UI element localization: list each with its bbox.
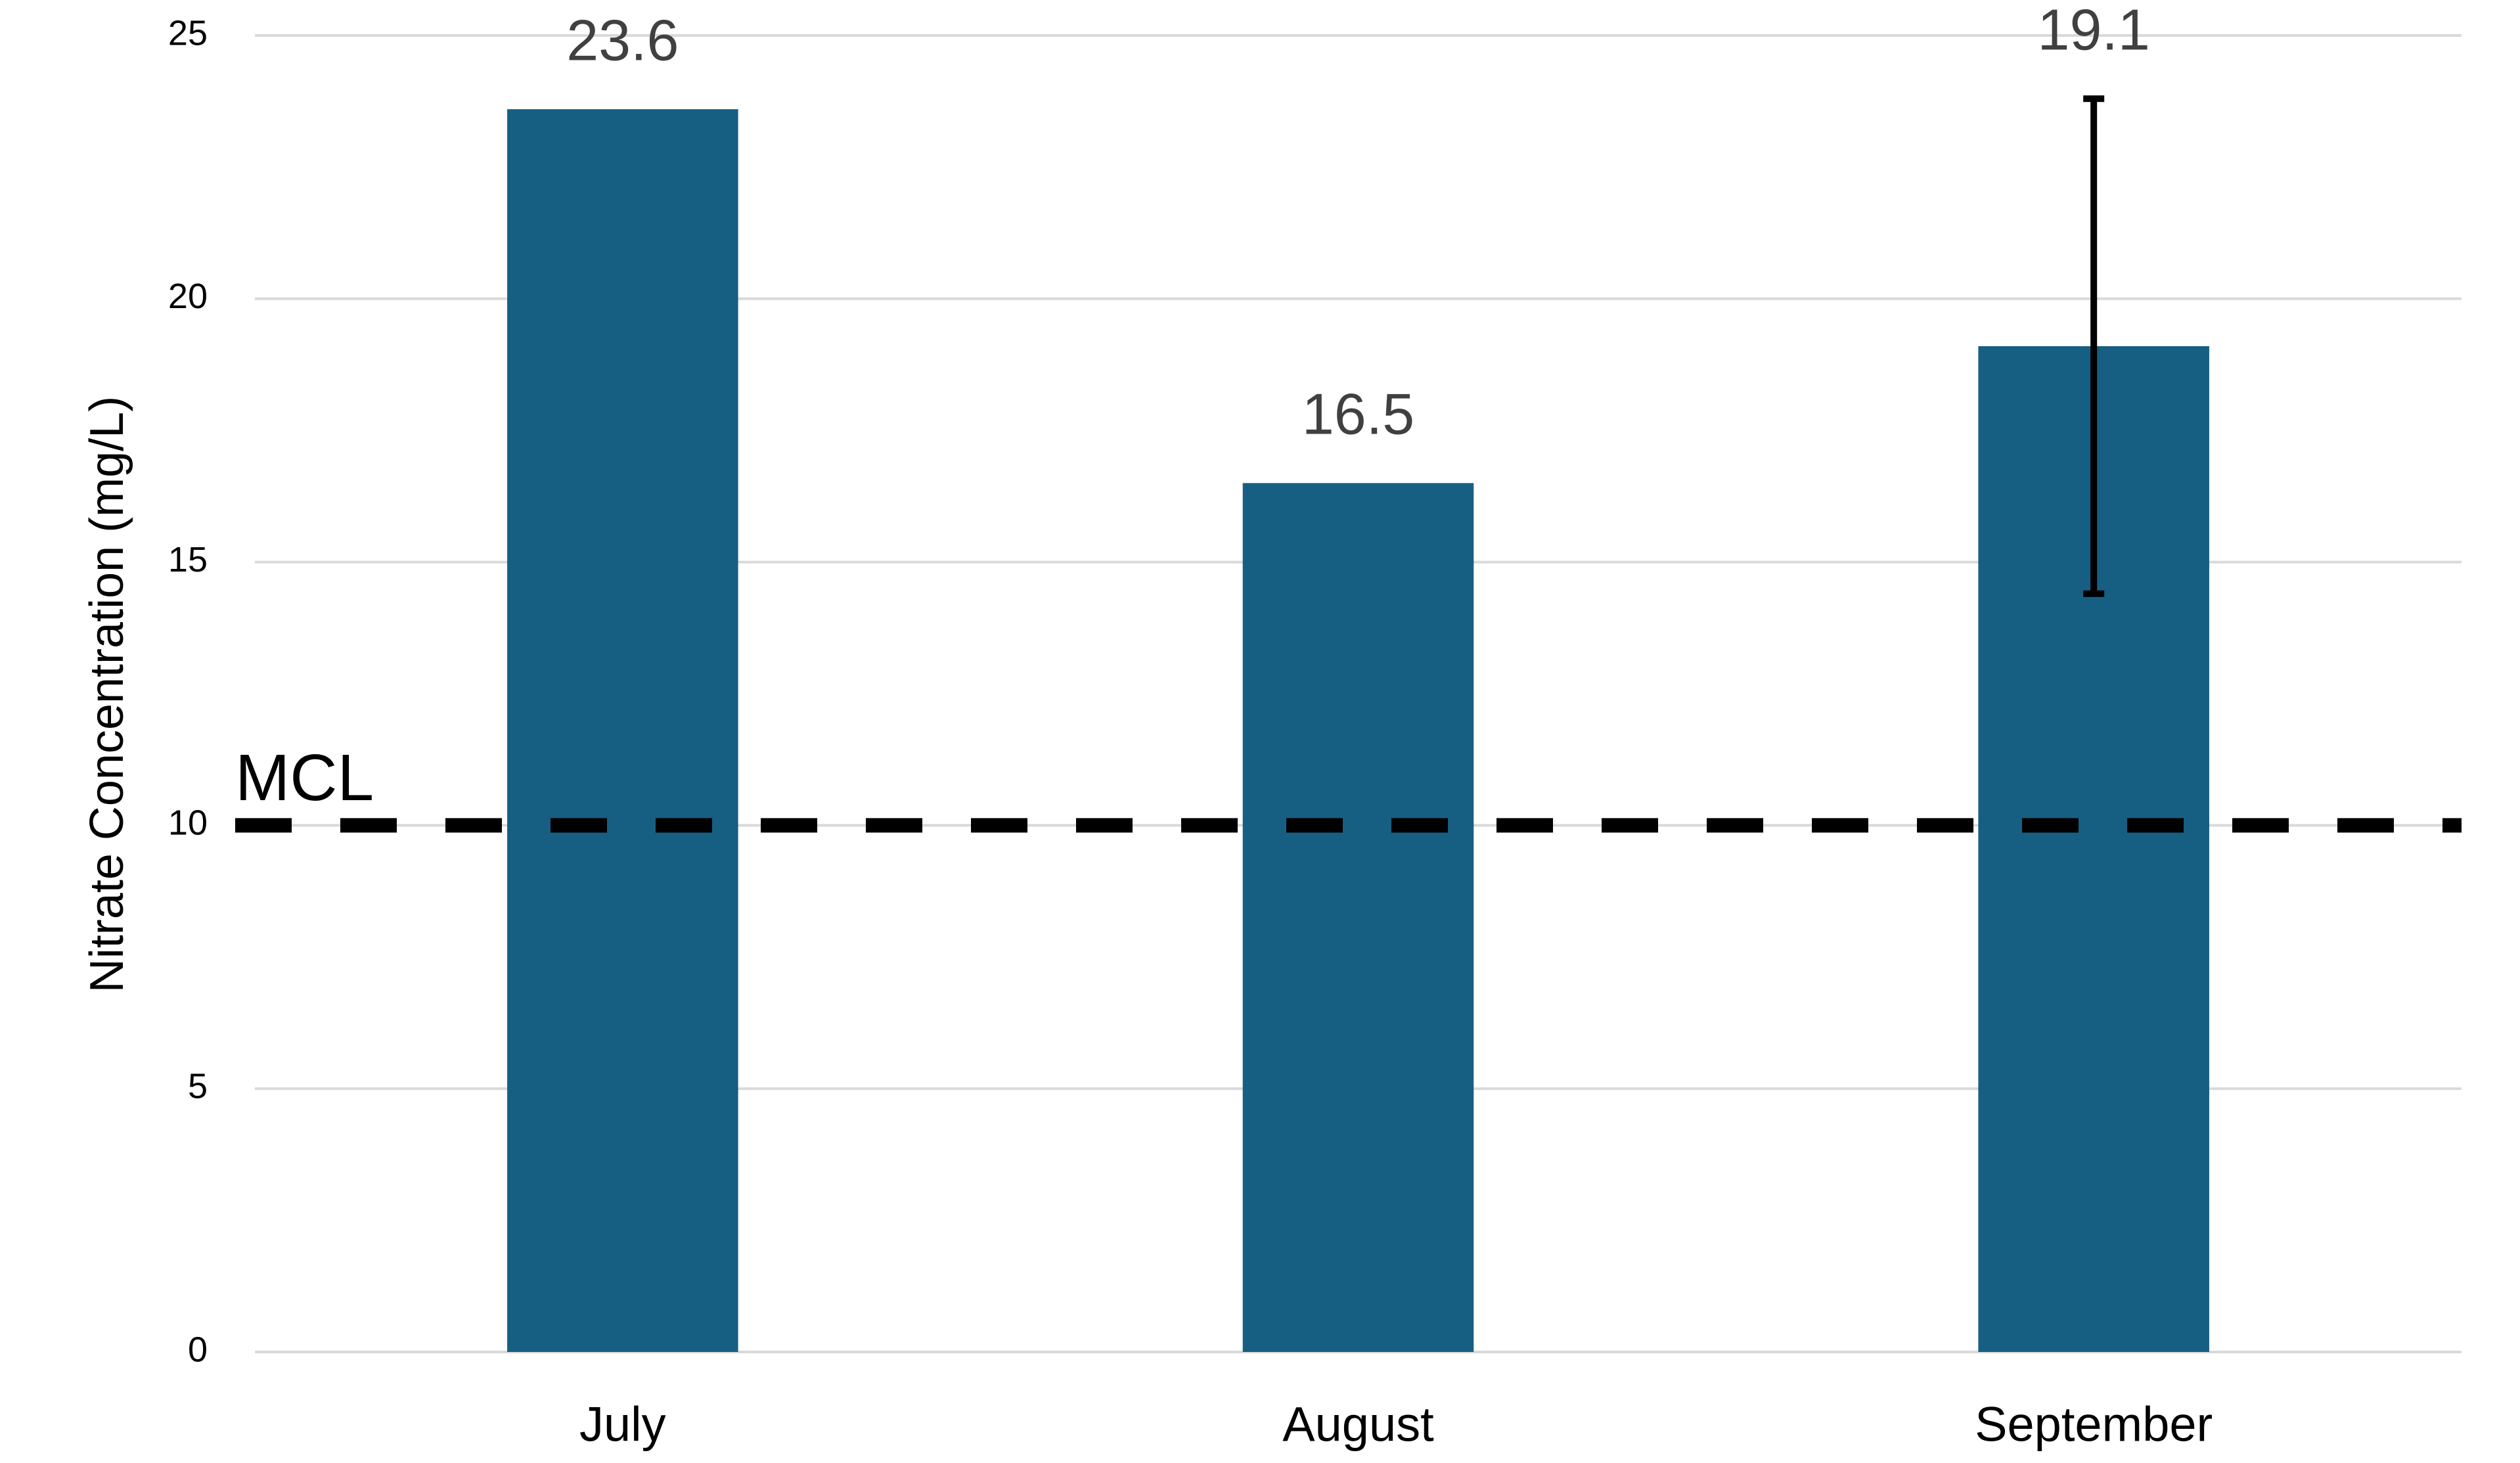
y-tick-label: 0 xyxy=(188,1330,208,1369)
data-label: 19.1 xyxy=(2038,0,2150,62)
x-tick-label: July xyxy=(579,1397,666,1452)
y-axis-label: Nitrate Concentration (mg/L) xyxy=(81,396,133,993)
bar xyxy=(507,109,738,1352)
y-tick-label: 20 xyxy=(168,277,208,316)
x-tick-label: August xyxy=(1282,1397,1434,1452)
y-tick-label: 25 xyxy=(168,13,208,53)
y-tick-label: 5 xyxy=(188,1066,208,1106)
reference-label: MCL xyxy=(235,741,374,815)
data-label: 23.6 xyxy=(566,7,679,72)
x-tick-label: September xyxy=(1975,1397,2213,1452)
data-label: 16.5 xyxy=(1302,382,1414,447)
bar xyxy=(1242,483,1474,1352)
y-tick-label: 10 xyxy=(168,803,208,843)
y-tick-label: 15 xyxy=(168,540,208,579)
